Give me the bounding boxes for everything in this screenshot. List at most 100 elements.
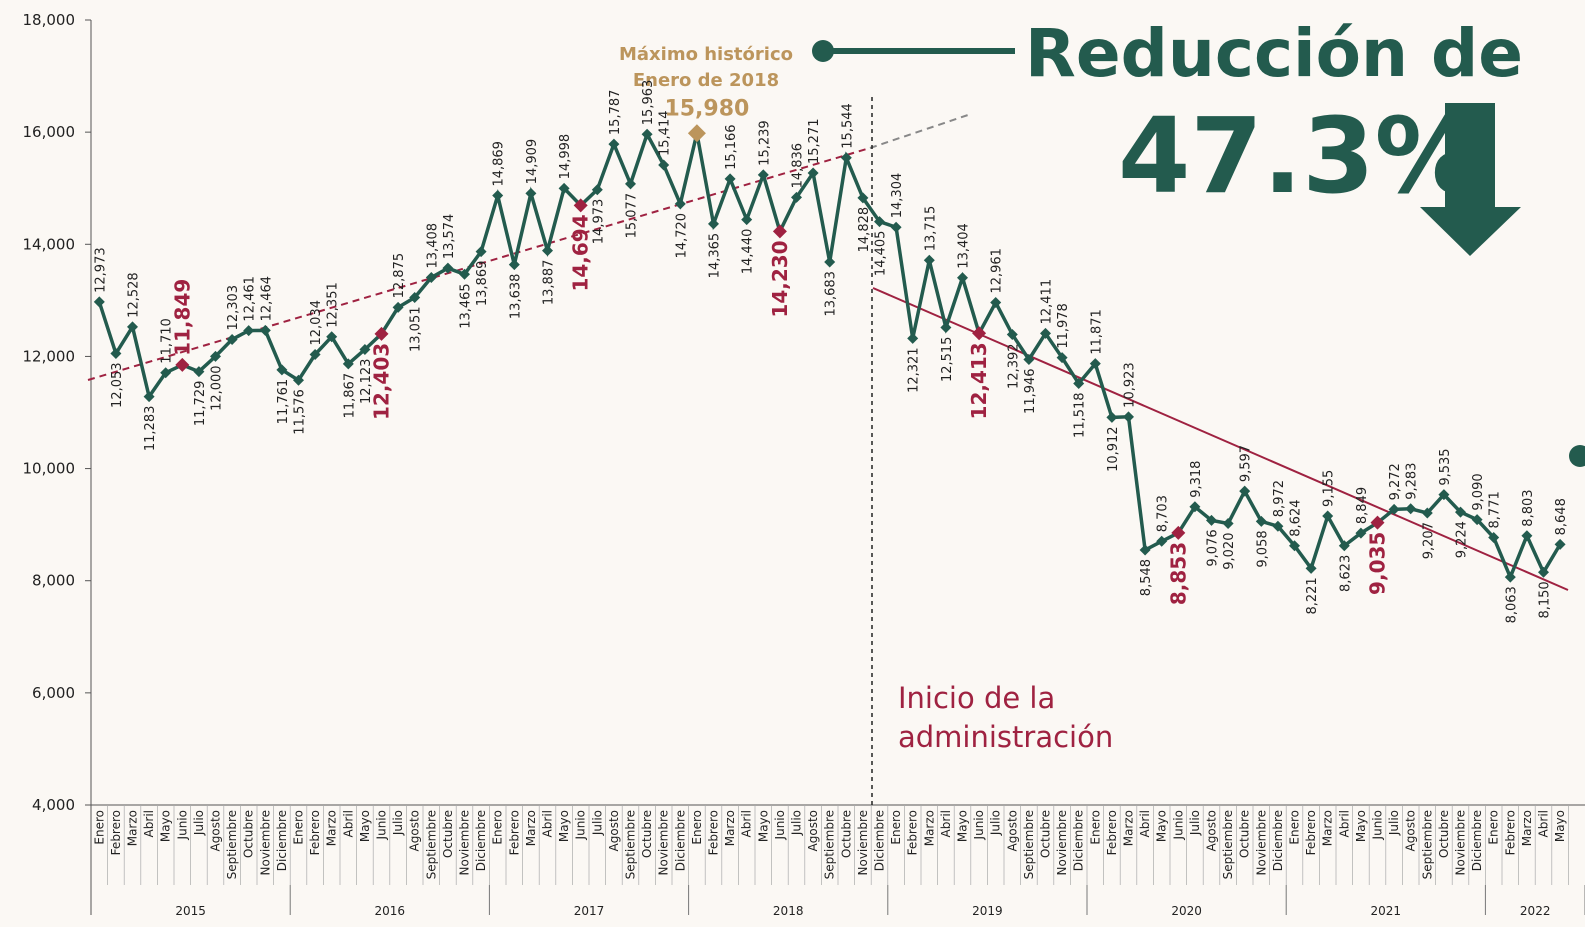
x-tick-label: Febrero <box>906 810 920 855</box>
value-label: 12,528 <box>127 272 142 318</box>
x-tick-label: Julio <box>192 810 206 836</box>
value-label: 15,166 <box>724 124 739 170</box>
value-label: 8,648 <box>1554 498 1569 535</box>
year-label: 2017 <box>574 904 605 918</box>
x-tick-label: Febrero <box>308 810 322 855</box>
value-label: 15,963 <box>641 80 656 126</box>
value-label: 10,912 <box>1106 426 1121 472</box>
x-tick-label: Agosto <box>607 810 621 851</box>
x-tick-label: Diciembre <box>1072 810 1086 871</box>
x-tick-label: Febrero <box>1304 810 1318 855</box>
x-tick-label: Abril <box>1138 810 1152 837</box>
value-label: 13,869 <box>475 261 490 307</box>
value-label: 11,283 <box>143 406 158 452</box>
x-tick-label: Abril <box>341 810 355 837</box>
x-tick-label: Marzo <box>1122 810 1136 846</box>
value-label: 11,867 <box>342 373 357 419</box>
value-label: 14,720 <box>674 213 689 259</box>
x-tick-label: Agosto <box>1205 810 1219 851</box>
year-label: 2016 <box>375 904 406 918</box>
value-label: 9,155 <box>1322 470 1337 507</box>
value-label: 8,972 <box>1272 480 1287 517</box>
value-label: 12,875 <box>392 253 407 299</box>
x-tick-label: Febrero <box>707 810 721 855</box>
value-label: 12,464 <box>259 276 274 322</box>
year-label: 2015 <box>175 904 206 918</box>
y-tick-label: 10,000 <box>23 460 76 478</box>
value-label: 13,887 <box>542 260 557 306</box>
value-label: 8,803 <box>1521 489 1536 526</box>
x-tick-label: Marzo <box>1321 810 1335 846</box>
y-tick-label: 6,000 <box>32 684 75 702</box>
x-tick-label: Marzo <box>524 810 538 846</box>
value-label: 14,365 <box>708 233 723 279</box>
x-tick-label: Mayo <box>756 810 770 842</box>
x-tick-label: Septiembre <box>225 810 239 879</box>
x-tick-label: Noviembre <box>856 810 870 876</box>
value-label: 8,548 <box>1139 559 1154 596</box>
value-label: 9,318 <box>1189 461 1204 498</box>
x-tick-label: Junio <box>1171 810 1185 840</box>
x-tick-label: Abril <box>1337 810 1351 837</box>
value-label: 9,020 <box>1222 533 1237 570</box>
value-label: 9,597 <box>1239 445 1254 482</box>
value-label: 11,576 <box>293 389 308 435</box>
x-tick-label: Mayo <box>358 810 372 842</box>
y-tick-label: 16,000 <box>23 123 76 141</box>
chart: Máximo histórico Enero de 2018 Reducción… <box>0 0 1585 927</box>
value-label: 12,413 <box>967 342 991 419</box>
admin-label: administración <box>898 720 1113 754</box>
value-label: 9,224 <box>1455 521 1470 558</box>
value-label: 13,683 <box>824 271 839 317</box>
value-label: 14,836 <box>791 143 806 189</box>
value-label: 9,272 <box>1388 463 1403 500</box>
value-label: 12,973 <box>93 247 108 293</box>
value-label: 11,871 <box>1089 309 1104 355</box>
x-tick-label: Diciembre <box>1271 810 1285 871</box>
x-tick-label: Noviembre <box>1055 810 1069 876</box>
max-value-label: 15,980 <box>664 96 749 121</box>
x-tick-label: Noviembre <box>1254 810 1268 876</box>
x-tick-label: Junio <box>773 810 787 840</box>
value-label: 13,051 <box>409 306 424 352</box>
value-label: 13,715 <box>923 206 938 252</box>
value-label: 8,063 <box>1504 586 1519 623</box>
x-tick-label: Octubre <box>839 810 853 858</box>
value-label: 15,271 <box>807 119 822 165</box>
value-label: 14,405 <box>874 231 889 277</box>
x-tick-label: Abril <box>541 810 555 837</box>
value-label: 14,304 <box>890 173 905 219</box>
max-title: Máximo histórico <box>619 44 793 65</box>
x-tick-label: Marzo <box>723 810 737 846</box>
value-label: 9,090 <box>1471 473 1486 510</box>
x-tick-label: Octubre <box>1039 810 1053 858</box>
value-label: 12,000 <box>210 365 225 411</box>
x-tick-label: Febrero <box>1105 810 1119 855</box>
x-tick-label: Abril <box>1537 810 1551 837</box>
value-label: 15,787 <box>608 90 623 136</box>
x-tick-label: Enero <box>1088 810 1102 845</box>
value-label: 8,703 <box>1156 495 1171 532</box>
x-tick-label: Septiembre <box>624 810 638 879</box>
x-tick-label: Octubre <box>640 810 654 858</box>
x-tick-label: Agosto <box>1005 810 1019 851</box>
value-label: 9,535 <box>1438 448 1453 485</box>
x-tick-label: Enero <box>491 810 505 845</box>
x-tick-label: Agosto <box>209 810 223 851</box>
x-tick-label: Febrero <box>507 810 521 855</box>
value-label: 8,624 <box>1289 500 1304 537</box>
year-label: 2020 <box>1171 904 1202 918</box>
x-tick-label: Enero <box>1288 810 1302 845</box>
x-tick-label: Junio <box>1371 810 1385 840</box>
value-label: 8,623 <box>1338 555 1353 592</box>
x-tick-label: Julio <box>590 810 604 836</box>
value-label: 12,303 <box>226 285 241 331</box>
value-label: 11,978 <box>1056 303 1071 349</box>
value-label: 13,408 <box>425 223 440 269</box>
reduction-title: Reducción de <box>1025 15 1523 92</box>
value-label: 9,035 <box>1366 532 1390 595</box>
x-tick-label: Marzo <box>325 810 339 846</box>
x-tick-label: Noviembre <box>458 810 472 876</box>
value-label: 12,961 <box>990 248 1005 294</box>
x-tick-label: Mayo <box>557 810 571 842</box>
